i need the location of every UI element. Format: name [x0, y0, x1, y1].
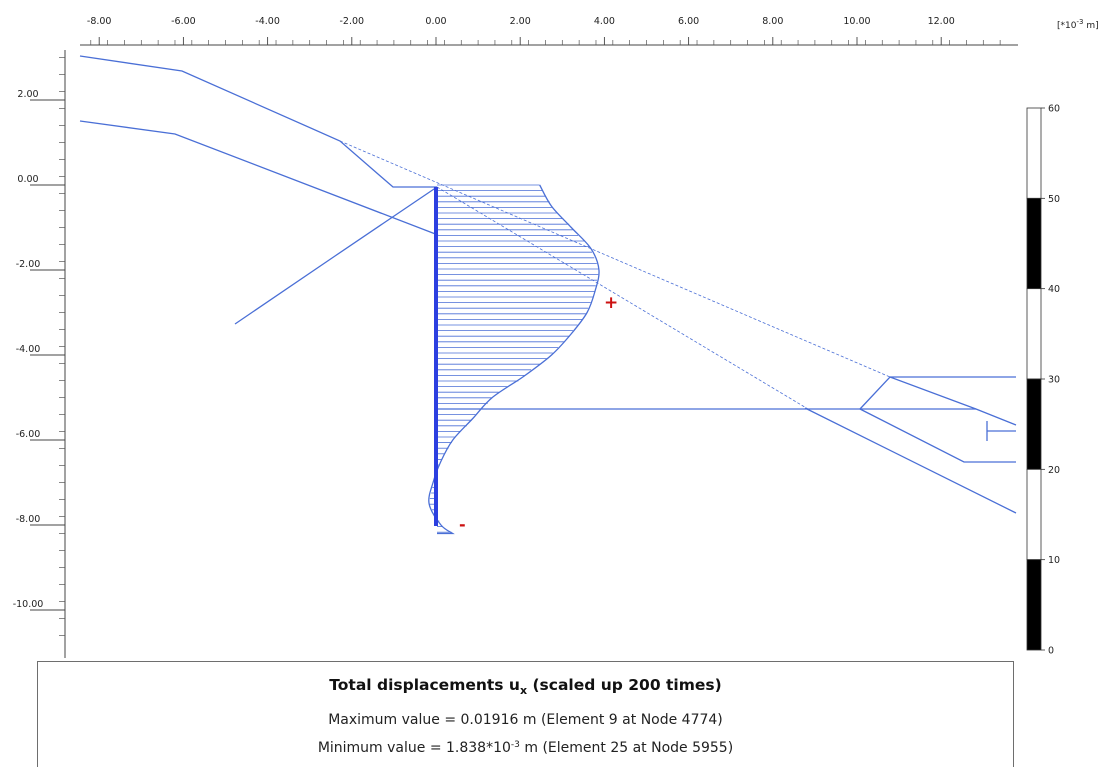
maximum-value-text: Maximum value = 0.01916 m (Element 9 at …: [328, 712, 723, 728]
legend-scale: 60 50 40 30 20 10 0: [1026, 104, 1060, 657]
legend-labels: 60 50 40 30 20 10 0: [1041, 104, 1060, 657]
maximum-marker: +: [604, 293, 618, 313]
model-geometry: [79, 55, 1017, 514]
top-axis-labels: -8.00 -6.00 -4.00 -2.00 0.00 2.00 4.00 6.00 8.00…: [87, 16, 955, 45]
legend-label: 60: [1048, 104, 1060, 115]
x-tick-label: -8.00: [87, 16, 112, 27]
x-tick-label: 8.00: [762, 16, 783, 27]
legend-label: 40: [1048, 284, 1060, 295]
y-tick-label: -2.00: [16, 259, 41, 270]
displacement-profile-curve: [428, 184, 600, 535]
y-tick-label: -10.00: [13, 599, 44, 610]
top-axis: -8.00 -6.00 -4.00 -2.00 0.00 2.00 4.00 6.00 8.00…: [80, 16, 1099, 46]
legend-label: 20: [1048, 465, 1060, 476]
left-axis: 2.00 0.00 -2.00 -4.00 -6.00 -8.00 -10.00: [13, 50, 66, 658]
x-tick-label: -6.00: [171, 16, 196, 27]
legend-label: 30: [1048, 375, 1060, 386]
left-axis-labels: 2.00 0.00 -2.00 -4.00 -6.00 -8.00 -10.00: [13, 89, 65, 611]
legend-segment: [1026, 197, 1042, 290]
caption-title: Total displacements ux (scaled up 200 ti…: [329, 676, 722, 697]
right-structure-lower: [859, 408, 1016, 463]
x-axis-unit-label: [*10-3 m]: [1057, 18, 1099, 31]
y-tick-label: 2.00: [17, 89, 38, 100]
ground-surface-line: [79, 55, 437, 188]
right-slope-line: [804, 407, 1017, 514]
y-tick-label: -6.00: [16, 429, 41, 440]
soil-layer-line: [79, 120, 439, 236]
right-structure-upper: [859, 376, 1016, 410]
legend-segment: [1026, 288, 1042, 380]
legend-bars: [1026, 107, 1042, 651]
x-tick-label: 0.00: [425, 16, 446, 27]
x-tick-label: 6.00: [678, 16, 699, 27]
caption-panel: Total displacements ux (scaled up 200 ti…: [37, 661, 1014, 767]
minimum-marker: -: [459, 515, 466, 534]
legend-segment: [1026, 468, 1042, 561]
left-axis-minor-ticks: [59, 57, 65, 636]
x-tick-label: -4.00: [255, 16, 280, 27]
anchor-line: [234, 186, 438, 325]
legend-segment: [1026, 378, 1042, 470]
legend-segment: [1026, 559, 1042, 651]
excavation-dashed-upper: [339, 140, 891, 378]
minimum-value-text: Minimum value = 1.838*10-3 m (Element 25…: [317, 740, 734, 756]
y-tick-label: -8.00: [16, 514, 41, 525]
x-tick-label: 10.00: [843, 16, 870, 27]
x-tick-label: -2.00: [340, 16, 365, 27]
x-tick-label: 2.00: [510, 16, 531, 27]
legend-label: 0: [1048, 646, 1054, 657]
legend-label: 10: [1048, 555, 1060, 566]
displacement-hatching: [429, 184, 599, 533]
x-tick-label: 12.00: [928, 16, 955, 27]
y-tick-label: 0.00: [17, 174, 38, 185]
x-tick-label: 4.00: [594, 16, 615, 27]
legend-label: 50: [1048, 194, 1060, 205]
right-structure-mid: [889, 376, 1017, 426]
top-axis-minor-ticks: [90, 40, 1001, 45]
y-tick-label: -4.00: [16, 344, 41, 355]
legend-segment: [1026, 107, 1042, 199]
